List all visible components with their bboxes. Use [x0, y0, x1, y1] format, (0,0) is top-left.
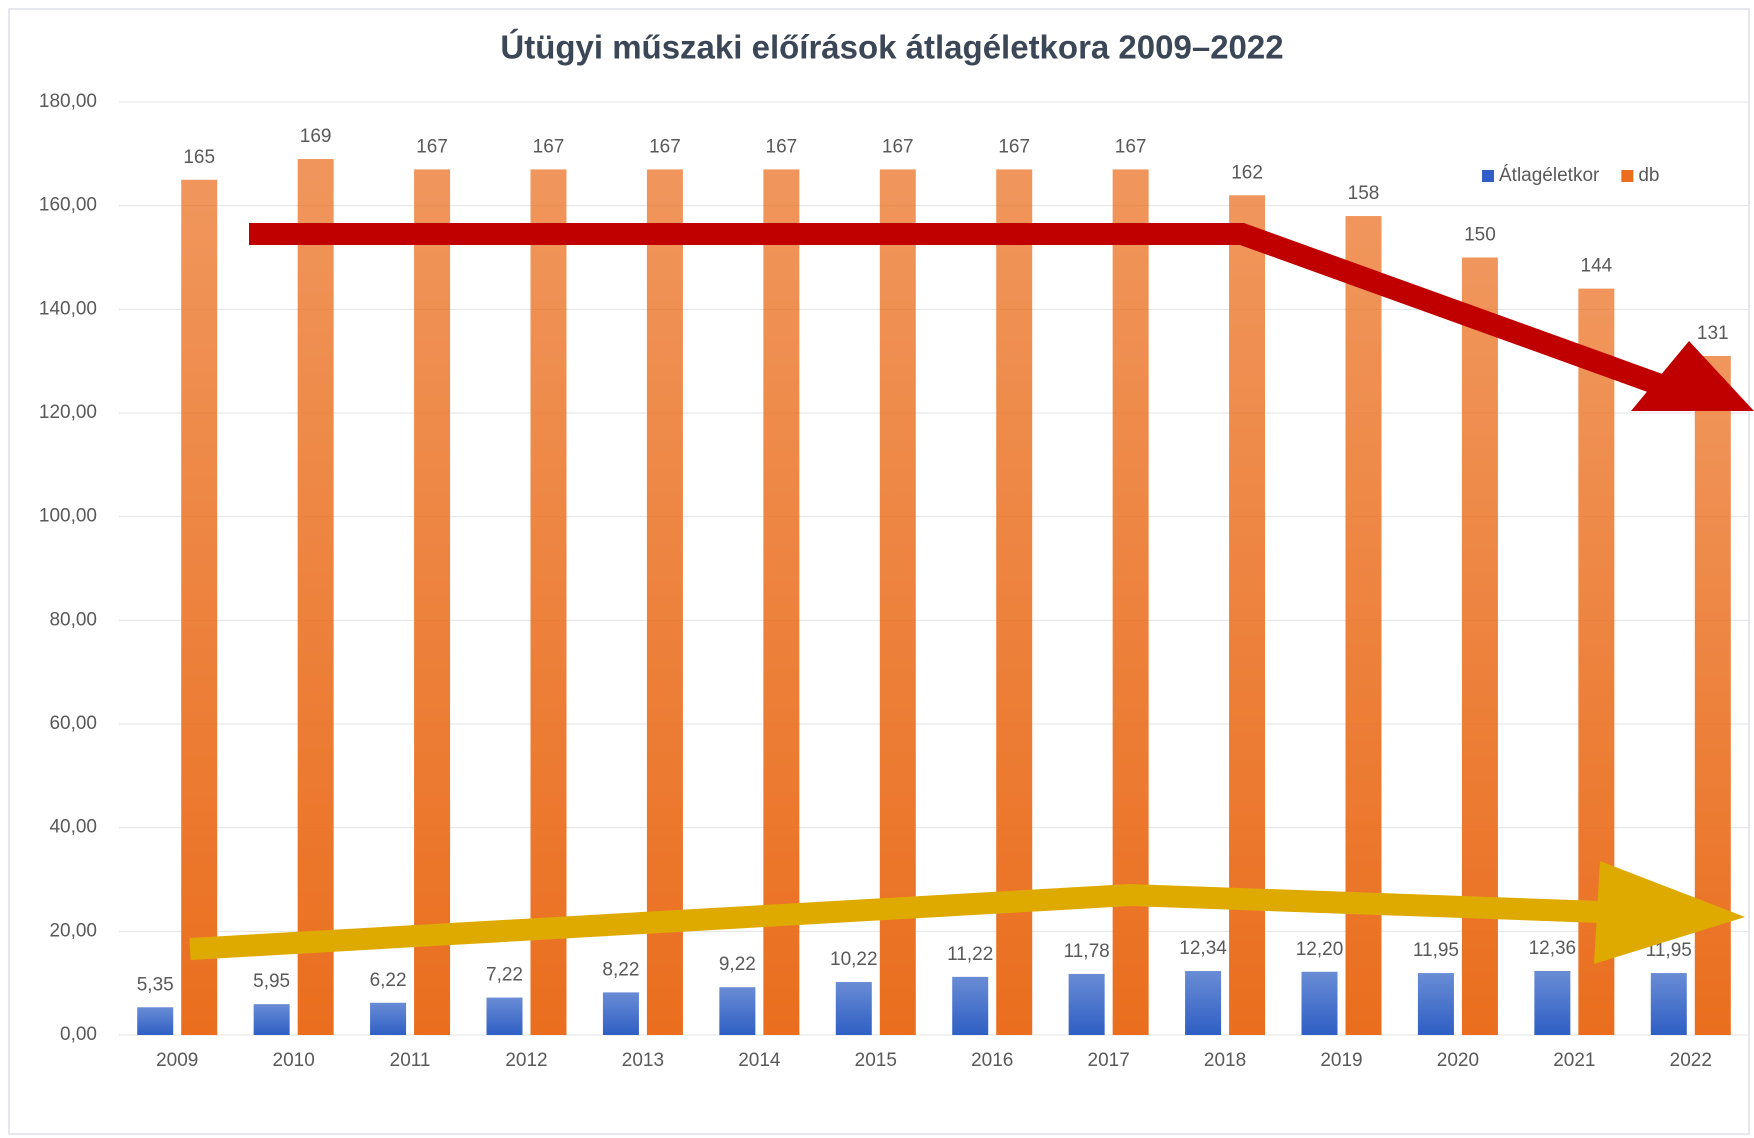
- bar: [297, 159, 334, 1035]
- bar: [181, 179, 218, 1035]
- data-label: 6,22: [370, 970, 407, 991]
- data-label: 165: [183, 147, 215, 168]
- data-label: 144: [1581, 256, 1613, 277]
- data-label: 167: [416, 136, 448, 157]
- legend-swatch: [1621, 170, 1634, 182]
- bar: [137, 1007, 174, 1035]
- data-label: 167: [882, 136, 914, 157]
- data-label: 169: [300, 126, 332, 147]
- bar: [1185, 971, 1222, 1035]
- data-label: 11,78: [1064, 941, 1110, 962]
- data-label: 12,36: [1529, 938, 1577, 959]
- x-tick-label: 2015: [855, 1050, 897, 1071]
- data-label: 5,95: [253, 971, 290, 992]
- y-tick-label: 20,00: [49, 920, 97, 941]
- bar: [952, 976, 989, 1035]
- y-tick-label: 40,00: [49, 817, 97, 838]
- bar: [1694, 355, 1731, 1035]
- x-tick-label: 2019: [1320, 1050, 1362, 1071]
- x-tick-label: 2018: [1204, 1050, 1246, 1071]
- annotations: [189, 223, 1754, 964]
- x-tick-label: 2016: [971, 1050, 1013, 1071]
- data-label: 5,35: [137, 974, 174, 995]
- bar: [414, 169, 451, 1036]
- x-tick-label: 2010: [273, 1050, 315, 1071]
- bar: [879, 169, 916, 1036]
- bar: [1417, 973, 1454, 1035]
- x-tick-label: 2022: [1670, 1050, 1712, 1071]
- chart-title: Útügyi műszaki előírások átlagéletkora 2…: [500, 29, 1283, 66]
- rise-arrow: [189, 883, 1601, 960]
- data-label: 7,22: [486, 965, 523, 986]
- bar: [1301, 971, 1338, 1035]
- data-label: 131: [1697, 323, 1729, 344]
- decline-arrow-head: [1631, 341, 1754, 411]
- data-label: 11,95: [1646, 940, 1692, 961]
- legend-label: db: [1638, 165, 1659, 186]
- y-tick-label: 60,00: [49, 713, 97, 734]
- bar: [486, 997, 523, 1035]
- y-tick-label: 100,00: [39, 506, 97, 527]
- y-tick-label: 0,00: [60, 1024, 97, 1045]
- x-tick-label: 2021: [1553, 1050, 1595, 1071]
- bar: [370, 1002, 407, 1035]
- y-tick-label: 160,00: [39, 195, 97, 216]
- x-tick-label: 2012: [505, 1050, 547, 1071]
- bar: [253, 1004, 290, 1035]
- bar: [1534, 970, 1571, 1035]
- bar: [1068, 973, 1105, 1035]
- bar: [646, 169, 683, 1036]
- data-label: 9,22: [719, 954, 756, 975]
- data-label: 12,34: [1179, 938, 1227, 959]
- data-label: 167: [1115, 136, 1147, 157]
- bar: [1650, 973, 1687, 1035]
- data-label: 11,95: [1413, 940, 1459, 961]
- y-tick-label: 180,00: [39, 91, 97, 112]
- data-label: 162: [1231, 162, 1263, 183]
- y-tick-label: 120,00: [39, 402, 97, 423]
- y-tick-label: 140,00: [39, 298, 97, 319]
- data-label: 10,22: [830, 949, 878, 970]
- data-label: 167: [533, 136, 565, 157]
- bar: [602, 992, 639, 1035]
- x-tick-label: 2017: [1088, 1050, 1130, 1071]
- bar: [763, 169, 800, 1036]
- data-label: 150: [1464, 225, 1496, 246]
- x-tick-label: 2009: [156, 1050, 198, 1071]
- legend-swatch: [1482, 170, 1494, 182]
- bar: [530, 169, 567, 1036]
- data-label: 167: [649, 136, 681, 157]
- data-label: 167: [998, 136, 1030, 157]
- data-label: 11,22: [947, 944, 993, 965]
- data-label: 8,22: [602, 959, 639, 980]
- x-tick-label: 2014: [738, 1050, 781, 1071]
- rise-arrow-head: [1594, 861, 1745, 964]
- x-tick-label: 2011: [390, 1050, 431, 1071]
- x-tick-label: 2013: [622, 1050, 664, 1071]
- data-label: 158: [1348, 183, 1380, 204]
- bar: [835, 982, 872, 1035]
- chart-frame: [8, 8, 1750, 1135]
- data-label: 12,20: [1296, 939, 1344, 960]
- bar: [719, 987, 756, 1035]
- y-tick-label: 80,00: [49, 609, 97, 630]
- legend-label: Átlagéletkor: [1499, 165, 1600, 186]
- data-label: 167: [766, 136, 798, 157]
- x-tick-label: 2020: [1437, 1050, 1479, 1071]
- decline-arrow: [249, 223, 1684, 403]
